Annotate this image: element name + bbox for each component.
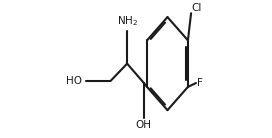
- Text: F: F: [197, 78, 203, 88]
- Text: Cl: Cl: [192, 2, 202, 13]
- Text: OH: OH: [136, 120, 152, 130]
- Text: NH$_2$: NH$_2$: [117, 14, 138, 28]
- Text: HO: HO: [66, 76, 82, 86]
